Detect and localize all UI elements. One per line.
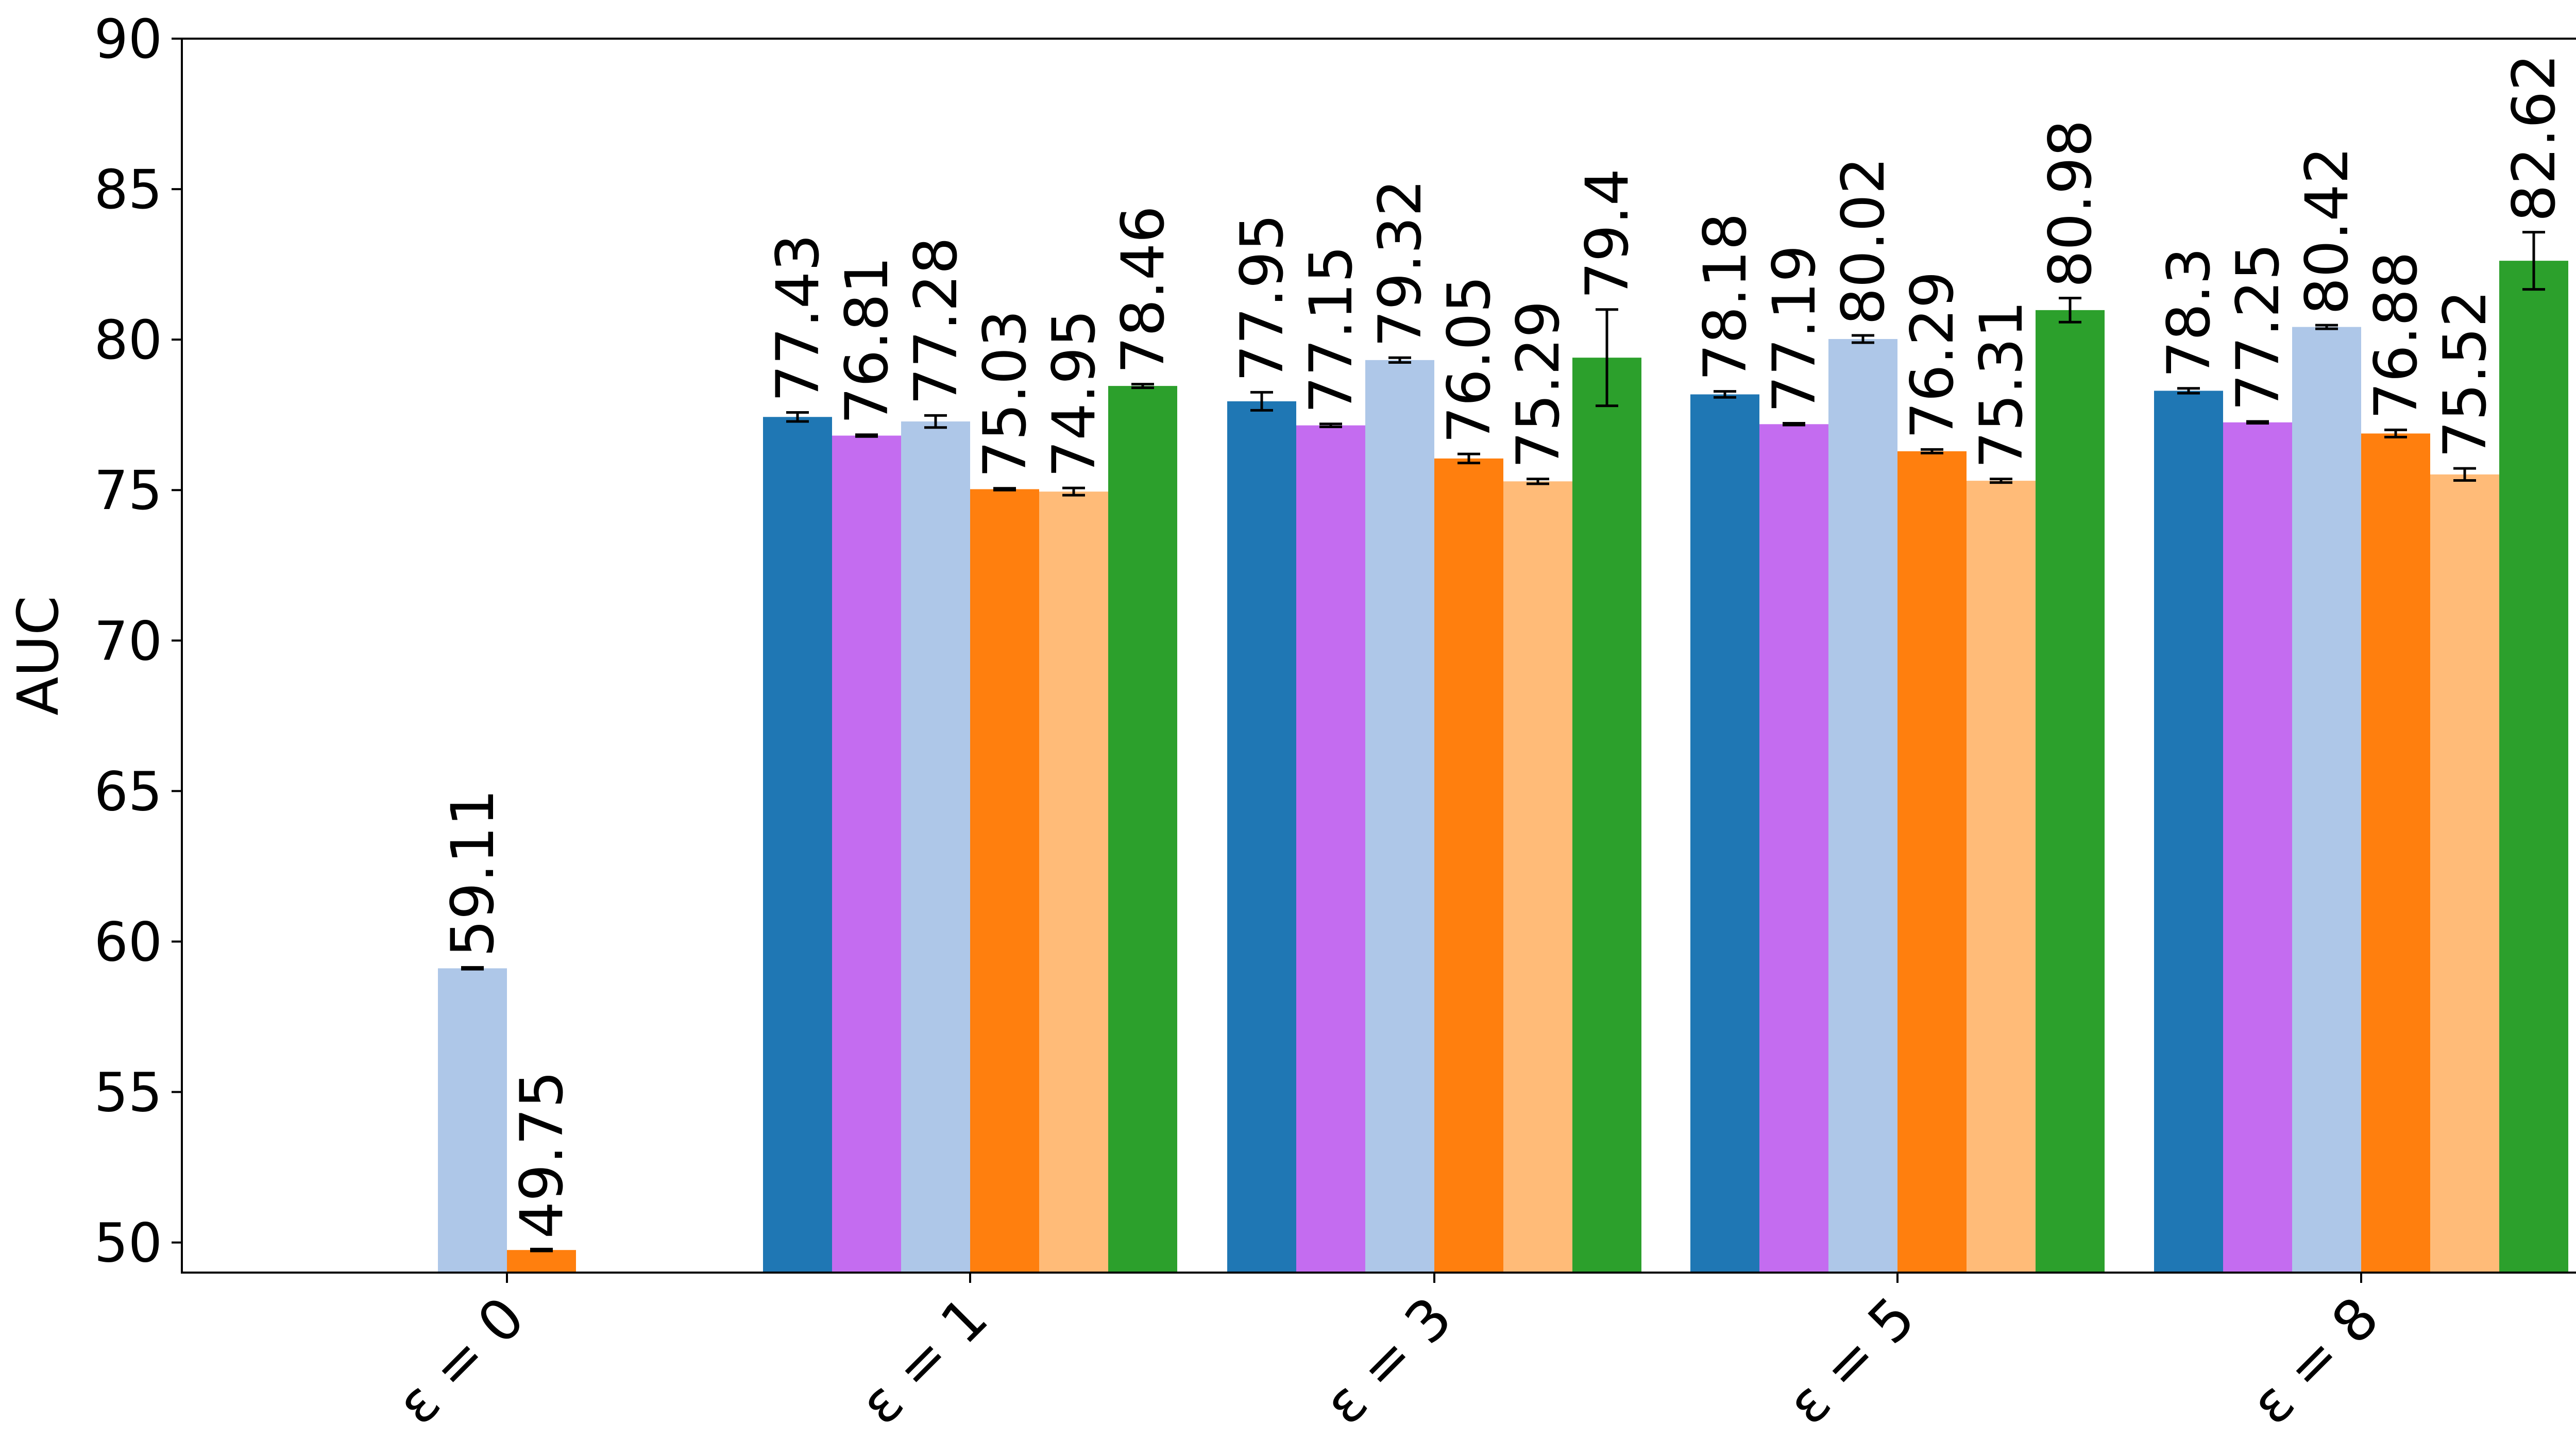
bar-series-0-cat-2 — [1227, 401, 1296, 1273]
data-label-series-0-cat-2: 77.95 — [1228, 214, 1296, 382]
error-bar-series-2-cat-4 — [2315, 324, 2338, 330]
error-bar-series-3-cat-2 — [1458, 452, 1480, 465]
data-label-series-4-cat-3: 75.31 — [1967, 300, 2036, 468]
error-bar-series-0-cat-3 — [1714, 390, 1736, 399]
data-label-series-0-cat-3: 78.18 — [1691, 213, 1759, 381]
data-label-series-3-cat-4: 76.88 — [2362, 251, 2430, 419]
bar-series-4-cat-4 — [2430, 474, 2499, 1273]
bar-series-4-cat-3 — [1967, 481, 2036, 1273]
error-bar-series-5-cat-1 — [1131, 383, 1154, 390]
error-bar-series-2-cat-0 — [461, 966, 484, 971]
error-bar-series-3-cat-4 — [2384, 428, 2407, 438]
bar-series-2-cat-0 — [438, 968, 507, 1273]
data-label-series-2-cat-4: 80.42 — [2293, 147, 2361, 315]
error-bar-series-5-cat-2 — [1596, 308, 1618, 408]
bar-series-2-cat-1 — [901, 421, 970, 1273]
data-label-series-2-cat-2: 79.32 — [1366, 179, 1434, 347]
data-label-series-5-cat-4: 82.62 — [2500, 54, 2568, 222]
error-bar-series-5-cat-3 — [2059, 297, 2081, 324]
data-label-series-4-cat-1: 74.95 — [1040, 310, 1108, 478]
error-bar-series-5-cat-4 — [2522, 231, 2545, 291]
data-label-series-1-cat-4: 77.25 — [2224, 243, 2292, 411]
data-label-series-1-cat-2: 77.15 — [1297, 245, 1365, 413]
y-tick-label: 75 — [94, 459, 162, 522]
error-bar-series-0-cat-2 — [1250, 391, 1273, 412]
error-bar-series-3-cat-1 — [993, 487, 1016, 492]
bar-series-5-cat-1 — [1108, 386, 1177, 1273]
bar-series-5-cat-3 — [2036, 310, 2105, 1273]
y-tick-label: 55 — [94, 1061, 162, 1124]
data-label-series-0-cat-1: 77.43 — [764, 234, 832, 402]
error-bar-series-4-cat-3 — [1990, 478, 2012, 484]
bar-series-1-cat-4 — [2223, 422, 2292, 1273]
y-tick-label: 80 — [94, 309, 162, 371]
bar-series-3-cat-2 — [1434, 458, 1503, 1273]
error-bar-series-4-cat-4 — [2453, 467, 2476, 482]
y-tick-label: 90 — [94, 8, 162, 71]
bar-series-5-cat-4 — [2499, 261, 2568, 1273]
bar-series-3-cat-3 — [1897, 451, 1967, 1273]
bar-series-4-cat-2 — [1503, 481, 1572, 1273]
data-label-series-2-cat-1: 77.28 — [902, 237, 970, 405]
data-label-series-2-cat-3: 80.02 — [1829, 157, 1897, 325]
error-bar-series-1-cat-1 — [855, 433, 878, 438]
data-label-series-5-cat-3: 80.98 — [2036, 120, 2105, 287]
error-bar-series-0-cat-1 — [786, 411, 809, 423]
error-bar-series-3-cat-0 — [530, 1247, 553, 1252]
data-label-series-4-cat-4: 75.52 — [2431, 290, 2499, 458]
bar-series-0-cat-3 — [1690, 394, 1759, 1273]
data-label-series-3-cat-3: 76.29 — [1898, 271, 1967, 439]
data-label-series-1-cat-3: 77.19 — [1760, 245, 1828, 413]
bar-series-3-cat-4 — [2361, 433, 2430, 1273]
data-label-series-5-cat-2: 79.4 — [1573, 168, 1641, 299]
error-bar-series-1-cat-4 — [2246, 420, 2269, 425]
bar-series-4-cat-1 — [1039, 492, 1108, 1273]
bar-series-3-cat-1 — [970, 489, 1039, 1273]
data-label-series-1-cat-1: 76.81 — [833, 256, 901, 424]
bar-series-1-cat-2 — [1296, 425, 1365, 1273]
data-label-series-3-cat-1: 75.03 — [971, 310, 1039, 478]
data-label-series-4-cat-2: 75.29 — [1504, 300, 1572, 468]
bar-series-2-cat-4 — [2292, 327, 2361, 1273]
bar-series-1-cat-3 — [1759, 424, 1828, 1273]
error-bar-series-4-cat-2 — [1527, 478, 1549, 485]
bar-series-0-cat-1 — [763, 417, 832, 1273]
data-label-series-2-cat-0: 59.11 — [438, 789, 507, 957]
data-label-series-3-cat-0: 49.75 — [507, 1071, 576, 1239]
error-bar-series-4-cat-1 — [1062, 486, 1085, 497]
data-labels-layer: 77.43 77.95 78.18 78.3 76.81 77.15 77.19 77.25 5… — [438, 54, 2568, 1239]
error-bar-series-2-cat-2 — [1388, 356, 1411, 364]
error-bars-layer — [461, 231, 2545, 1252]
error-bar-series-2-cat-3 — [1852, 334, 1874, 344]
y-tick-label: 70 — [94, 610, 162, 672]
y-tick-label: 65 — [94, 760, 162, 823]
bar-series-5-cat-2 — [1572, 358, 1641, 1273]
data-label-series-5-cat-1: 78.46 — [1109, 206, 1177, 374]
bar-series-0-cat-4 — [2154, 391, 2223, 1273]
bar-series-3-cat-0 — [507, 1250, 576, 1273]
y-tick-label: 60 — [94, 910, 162, 973]
plot-frame — [181, 38, 2576, 1274]
bar-series-1-cat-1 — [832, 435, 901, 1273]
data-label-series-0-cat-4: 78.3 — [2155, 247, 2223, 378]
y-axis: 50 55 60 65 70 75 80 85 90 — [94, 8, 182, 1275]
error-bar-series-1-cat-2 — [1319, 422, 1342, 429]
error-bar-series-0-cat-4 — [2177, 387, 2200, 395]
y-tick-label: 50 — [94, 1212, 162, 1275]
bar-series-2-cat-3 — [1828, 338, 1897, 1273]
y-axis-label: AUC — [5, 596, 71, 716]
error-bar-series-3-cat-3 — [1921, 448, 1943, 454]
bars-layer — [438, 261, 2568, 1273]
y-tick-label: 85 — [94, 158, 162, 221]
error-bar-series-1-cat-3 — [1783, 422, 1805, 427]
data-label-series-3-cat-2: 76.05 — [1435, 276, 1503, 444]
error-bar-series-2-cat-1 — [924, 414, 947, 429]
bar-series-2-cat-2 — [1365, 360, 1434, 1273]
